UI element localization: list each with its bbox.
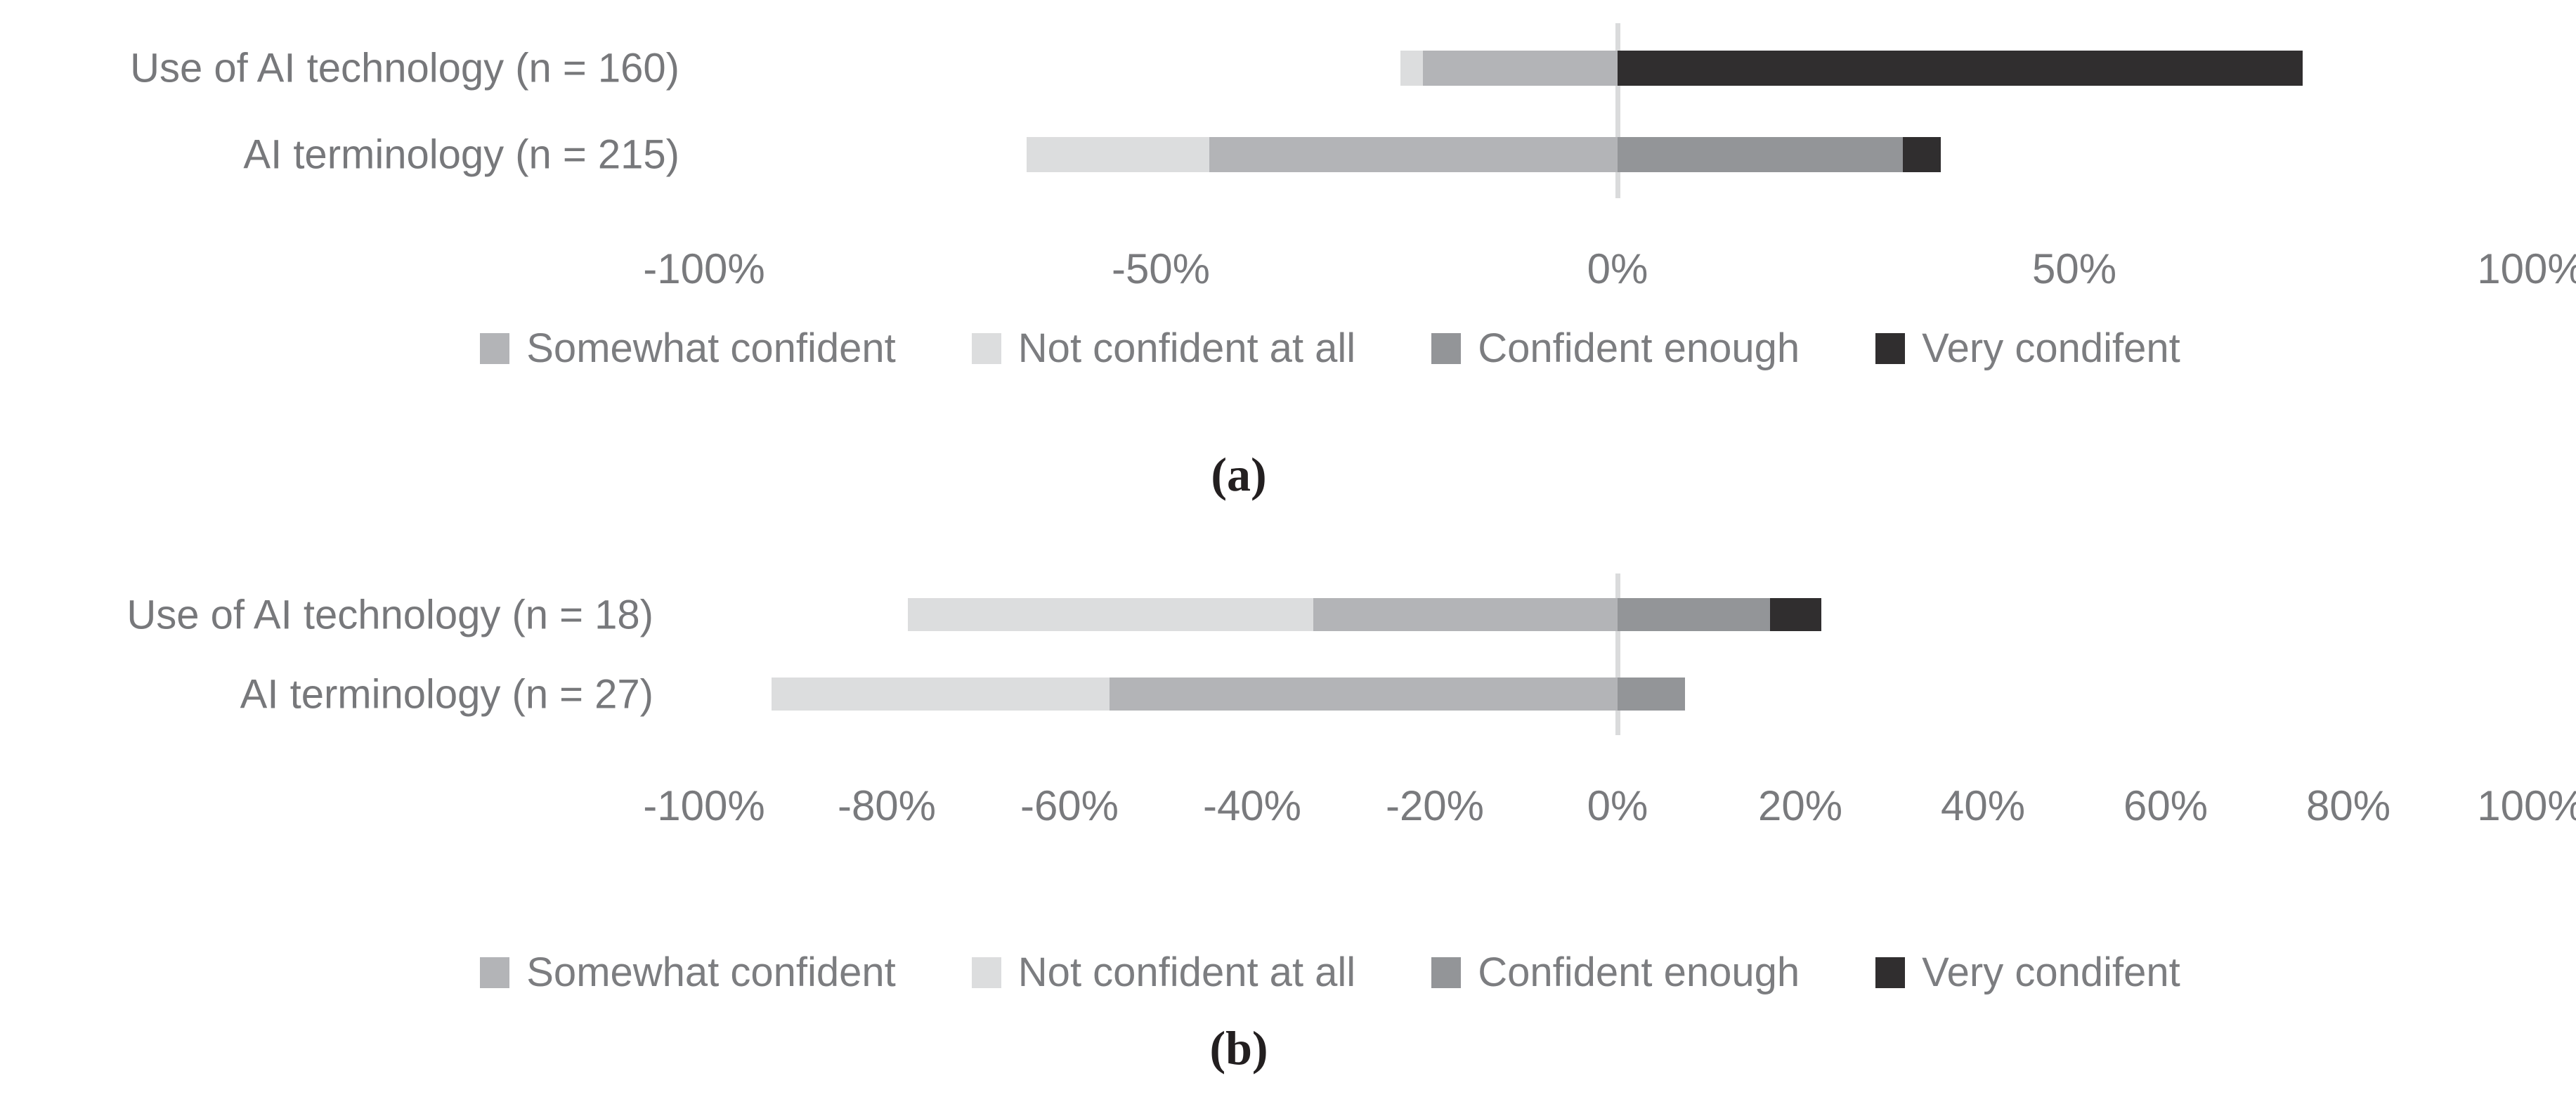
legend-label: Confident enough [1478,325,1800,371]
bar-segment-confident-enough [1618,678,1686,711]
legend-label: Very condifent [1922,325,2180,371]
legend-swatch-not-confident-at-all [971,957,1001,988]
legend-label: Confident enough [1478,949,1800,995]
bar-segment-not-confident-at-all [1026,137,1209,172]
bar-segment-somewhat-confident [1423,51,1618,86]
bar-segment-confident-enough [1618,137,1903,172]
legend-label: Not confident at all [1017,949,1356,995]
zero-gridline [1615,573,1620,735]
legend-swatch-somewhat-confident [480,957,510,988]
bar-row [0,51,2576,86]
legend-swatch-somewhat-confident [480,332,510,364]
legend-label: Somewhat confident [526,949,896,995]
legend-swatch-very-confident [1875,957,1906,988]
caption-a: (a) [1211,448,1267,501]
legend-item-confident-enough: Confident enough [1431,325,1800,372]
axis-tick-label: -80% [837,782,937,829]
legend-swatch-not-confident-at-all [971,332,1001,364]
legend-label: Very condifent [1922,949,2180,995]
legend-item-confident-enough: Confident enough [1431,949,1800,996]
legend-item-somewhat-confident: Somewhat confident [480,949,896,996]
legend-label: Somewhat confident [526,325,896,371]
axis-tick-label: -40% [1202,782,1302,829]
axis-tick-label: 100% [2477,245,2576,292]
axis-tick-label: 60% [2123,782,2209,829]
category-label: Use of AI technology (n = 160) [130,45,679,91]
legend-item-not-confident-at-all: Not confident at all [971,949,1356,996]
legend-swatch-confident-enough [1431,957,1462,988]
legend-item-somewhat-confident: Somewhat confident [480,325,896,372]
bar-segment-somewhat-confident [1209,137,1618,172]
legend-item-not-confident-at-all: Not confident at all [971,325,1356,372]
category-label: Use of AI technology (n = 18) [126,592,653,637]
zero-gridline [1615,23,1620,198]
legend-item-very-confident: Very condifent [1875,949,2180,996]
legend-swatch-confident-enough [1431,332,1462,364]
bar-segment-very-confident [1618,51,2303,86]
bar-segment-somewhat-confident [1110,678,1618,711]
axis-tick-label: 100% [2477,782,2576,829]
axis-tick-label: -60% [1020,782,1119,829]
bar-row [0,678,2576,711]
axis-tick-label: -50% [1111,245,1211,292]
bar-segment-very-confident [1902,137,1941,172]
category-label: AI terminology (n = 27) [240,671,653,717]
bar-row [0,137,2576,172]
caption-b: (b) [1209,1021,1268,1075]
bar-segment-confident-enough [1618,598,1771,631]
axis-tick-label: -100% [643,782,765,829]
bar-segment-not-confident-at-all [1400,51,1424,86]
legend-item-very-confident: Very condifent [1875,325,2180,372]
bar-segment-not-confident-at-all [907,598,1314,631]
legend-label: Not confident at all [1017,325,1356,371]
category-label: AI terminology (n = 215) [243,131,679,178]
axis-tick-label: 20% [1757,782,1843,829]
bar-segment-not-confident-at-all [772,678,1110,711]
legend-swatch-very-confident [1875,332,1906,364]
axis-tick-label: 40% [1940,782,2026,829]
legend: Somewhat confident Not confident at all Co… [0,325,2576,372]
bar-row [0,598,2576,631]
axis-tick-label: 0% [1587,782,1648,829]
bar-segment-very-confident [1770,598,1821,631]
legend: Somewhat confident Not confident at all Co… [0,949,2576,996]
axis-tick-label: 80% [2305,782,2391,829]
axis-tick-label: 50% [2031,245,2117,292]
bar-segment-somewhat-confident [1313,598,1618,631]
axis-tick-label: -20% [1385,782,1485,829]
axis-tick-label: 0% [1587,245,1648,292]
axis-tick-label: -100% [643,245,765,292]
